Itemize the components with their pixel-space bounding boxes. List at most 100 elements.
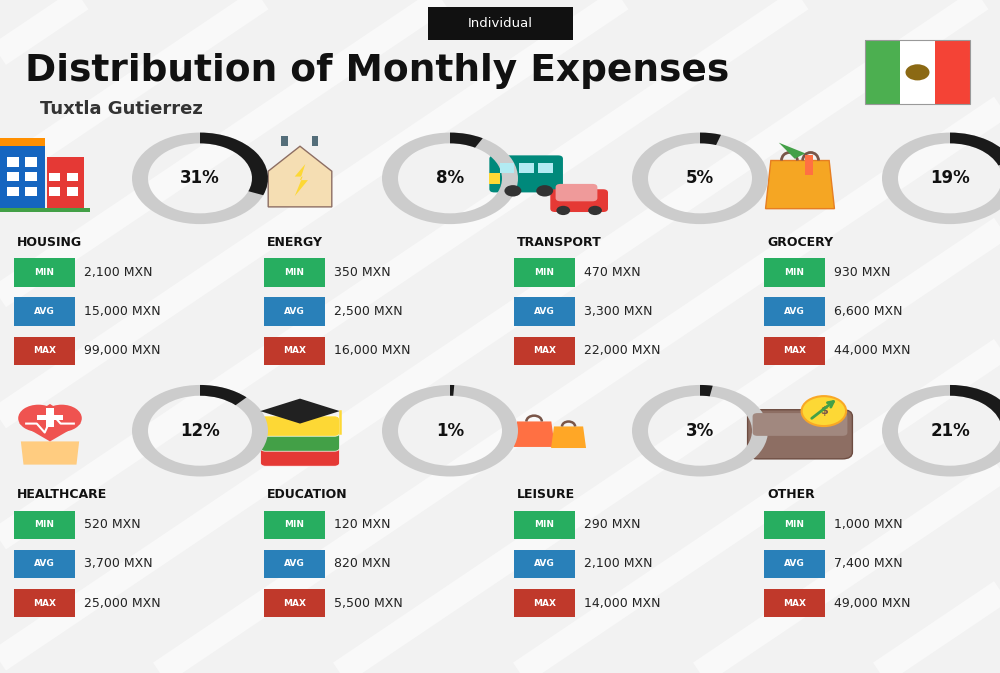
FancyBboxPatch shape: [514, 589, 575, 617]
Wedge shape: [700, 133, 721, 145]
FancyBboxPatch shape: [264, 589, 325, 617]
FancyBboxPatch shape: [25, 172, 37, 181]
Text: 5%: 5%: [686, 170, 714, 187]
Text: MAX: MAX: [533, 346, 556, 355]
FancyBboxPatch shape: [764, 336, 825, 365]
FancyBboxPatch shape: [14, 258, 75, 287]
Text: MIN: MIN: [34, 520, 54, 530]
Text: ENERGY: ENERGY: [267, 236, 323, 249]
Text: 820 MXN: 820 MXN: [334, 557, 391, 571]
FancyBboxPatch shape: [264, 297, 325, 326]
Text: 21%: 21%: [930, 422, 970, 439]
Text: MAX: MAX: [33, 346, 56, 355]
Text: 3,700 MXN: 3,700 MXN: [84, 557, 153, 571]
FancyBboxPatch shape: [500, 163, 514, 173]
Text: Distribution of Monthly Expenses: Distribution of Monthly Expenses: [25, 52, 729, 89]
FancyBboxPatch shape: [14, 589, 75, 617]
Text: MAX: MAX: [783, 346, 806, 355]
Text: 44,000 MXN: 44,000 MXN: [834, 344, 911, 357]
FancyBboxPatch shape: [514, 336, 575, 365]
Text: 2,100 MXN: 2,100 MXN: [84, 266, 152, 279]
FancyBboxPatch shape: [764, 297, 825, 326]
Text: 2,500 MXN: 2,500 MXN: [334, 305, 403, 318]
FancyBboxPatch shape: [0, 146, 45, 211]
Text: 22,000 MXN: 22,000 MXN: [584, 344, 661, 357]
Polygon shape: [779, 143, 805, 159]
Text: AVG: AVG: [534, 559, 555, 569]
Text: MIN: MIN: [784, 520, 804, 530]
Wedge shape: [450, 385, 454, 396]
FancyBboxPatch shape: [805, 155, 813, 175]
Text: $: $: [820, 406, 828, 416]
Text: OTHER: OTHER: [767, 488, 815, 501]
Text: MIN: MIN: [285, 520, 305, 530]
FancyBboxPatch shape: [489, 155, 563, 192]
Text: 49,000 MXN: 49,000 MXN: [834, 596, 911, 610]
FancyBboxPatch shape: [764, 511, 825, 539]
Wedge shape: [882, 385, 1000, 476]
FancyBboxPatch shape: [46, 408, 54, 427]
Text: LEISURE: LEISURE: [517, 488, 575, 501]
Text: 470 MXN: 470 MXN: [584, 266, 641, 279]
Wedge shape: [950, 385, 1000, 422]
Text: 2,100 MXN: 2,100 MXN: [584, 557, 653, 571]
FancyBboxPatch shape: [264, 550, 325, 578]
Circle shape: [556, 206, 570, 215]
Wedge shape: [450, 133, 483, 147]
Text: 1,000 MXN: 1,000 MXN: [834, 518, 903, 532]
Text: MIN: MIN: [285, 268, 305, 277]
Wedge shape: [882, 133, 1000, 224]
Wedge shape: [950, 133, 1000, 166]
FancyBboxPatch shape: [264, 511, 325, 539]
Text: HOUSING: HOUSING: [17, 236, 82, 249]
Wedge shape: [132, 385, 268, 476]
Text: 14,000 MXN: 14,000 MXN: [584, 596, 661, 610]
Text: EDUCATION: EDUCATION: [267, 488, 348, 501]
Text: AVG: AVG: [34, 307, 55, 316]
FancyBboxPatch shape: [25, 157, 37, 166]
FancyBboxPatch shape: [312, 135, 318, 146]
Text: 16,000 MXN: 16,000 MXN: [334, 344, 411, 357]
FancyBboxPatch shape: [264, 258, 325, 287]
FancyBboxPatch shape: [14, 511, 75, 539]
Text: 6,600 MXN: 6,600 MXN: [834, 305, 903, 318]
Text: 350 MXN: 350 MXN: [334, 266, 391, 279]
FancyBboxPatch shape: [281, 135, 288, 146]
Text: MAX: MAX: [783, 598, 806, 608]
FancyBboxPatch shape: [284, 409, 316, 413]
FancyBboxPatch shape: [753, 413, 847, 436]
FancyBboxPatch shape: [264, 336, 325, 365]
Circle shape: [18, 404, 58, 432]
Polygon shape: [551, 427, 586, 448]
Polygon shape: [295, 164, 308, 197]
FancyBboxPatch shape: [67, 172, 78, 181]
FancyBboxPatch shape: [7, 187, 19, 197]
Circle shape: [802, 396, 846, 426]
Polygon shape: [513, 421, 555, 447]
Text: 7,400 MXN: 7,400 MXN: [834, 557, 903, 571]
FancyBboxPatch shape: [14, 550, 75, 578]
Wedge shape: [200, 133, 268, 195]
Text: 120 MXN: 120 MXN: [334, 518, 390, 532]
Text: Tuxtla Gutierrez: Tuxtla Gutierrez: [40, 100, 203, 118]
Text: Individual: Individual: [468, 17, 532, 30]
FancyBboxPatch shape: [37, 415, 63, 420]
Text: AVG: AVG: [784, 307, 805, 316]
Circle shape: [588, 206, 602, 215]
Polygon shape: [260, 398, 340, 423]
Text: MAX: MAX: [533, 598, 556, 608]
Polygon shape: [21, 441, 79, 464]
FancyBboxPatch shape: [900, 40, 935, 104]
FancyBboxPatch shape: [49, 172, 60, 181]
FancyBboxPatch shape: [47, 157, 84, 209]
Text: AVG: AVG: [534, 307, 555, 316]
Circle shape: [536, 185, 553, 197]
Text: MIN: MIN: [784, 268, 804, 277]
FancyBboxPatch shape: [14, 336, 75, 365]
Text: 290 MXN: 290 MXN: [584, 518, 641, 532]
Text: MIN: MIN: [534, 268, 554, 277]
Wedge shape: [132, 133, 268, 224]
Text: MIN: MIN: [34, 268, 54, 277]
Polygon shape: [19, 404, 81, 441]
FancyBboxPatch shape: [7, 172, 19, 181]
